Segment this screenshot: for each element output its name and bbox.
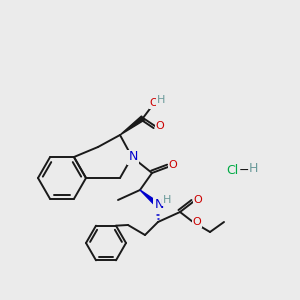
Text: H: H — [248, 161, 258, 175]
Text: O: O — [193, 217, 201, 227]
Text: Cl: Cl — [226, 164, 238, 176]
Text: O: O — [156, 121, 164, 131]
Text: O: O — [150, 98, 158, 108]
Polygon shape — [120, 116, 145, 135]
Text: O: O — [169, 160, 177, 170]
Text: N: N — [154, 199, 164, 212]
Text: H: H — [157, 95, 165, 105]
Polygon shape — [140, 190, 160, 207]
Text: N: N — [128, 151, 138, 164]
Text: O: O — [194, 195, 202, 205]
Text: H: H — [163, 195, 171, 205]
Text: −: − — [239, 164, 249, 176]
